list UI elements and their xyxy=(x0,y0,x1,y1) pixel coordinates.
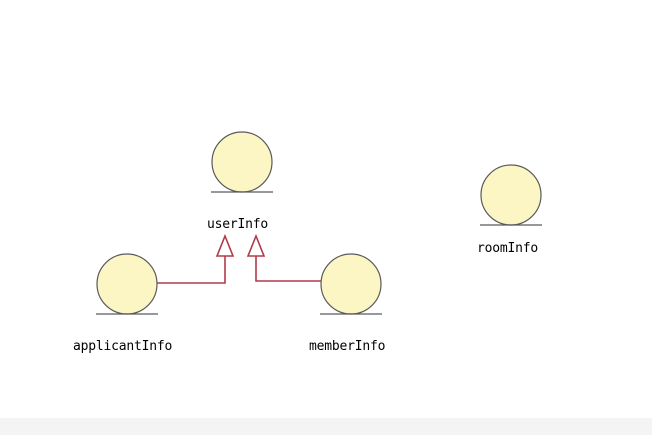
connector-line xyxy=(157,256,226,284)
entity-label-applicantInfo: applicantInfo xyxy=(73,339,173,354)
entity-symbol-memberInfo[interactable] xyxy=(320,253,382,315)
generalization-applicantInfo-userInfo[interactable] xyxy=(157,233,235,284)
connector-line xyxy=(255,256,321,282)
hollow-triangle-arrowhead xyxy=(215,233,235,257)
entity-label-roomInfo: roomInfo xyxy=(477,241,539,256)
generalization-memberInfo-userInfo[interactable] xyxy=(246,233,321,282)
entity-label-userInfo: userInfo xyxy=(207,217,269,232)
entity-symbol-roomInfo[interactable] xyxy=(480,164,542,226)
bottom-strip xyxy=(0,418,652,435)
entity-label-memberInfo: memberInfo xyxy=(309,339,386,354)
entity-symbol-userInfo[interactable] xyxy=(211,131,273,193)
entity-symbol-applicantInfo[interactable] xyxy=(96,253,158,315)
hollow-triangle-arrowhead xyxy=(246,233,266,257)
